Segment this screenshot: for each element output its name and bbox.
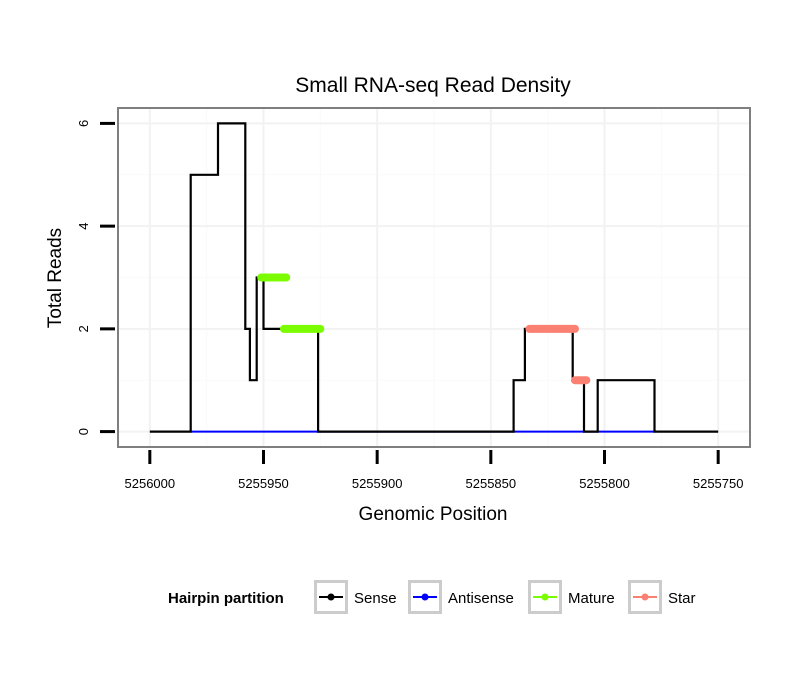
chart-title: Small RNA-seq Read Density	[295, 74, 571, 97]
legend-label: Sense	[354, 590, 397, 607]
y-tick-label: 4	[76, 223, 91, 230]
x-tick-label: 5255950	[238, 476, 289, 491]
x-tick-label: 5255900	[352, 476, 403, 491]
legend-label: Antisense	[448, 590, 514, 607]
x-tick-label: 5255800	[579, 476, 630, 491]
y-tick-label: 6	[76, 120, 91, 127]
legend-key-dot	[641, 593, 649, 601]
series-layer	[149, 122, 719, 433]
y-tick-label: 0	[76, 428, 91, 435]
y-tick-label: 2	[76, 325, 91, 332]
legend-key-dot	[327, 593, 335, 601]
plot-panel-border	[117, 107, 751, 448]
grid	[118, 108, 750, 447]
y-axis-title: Total Reads	[45, 228, 66, 328]
legend-label: Star	[668, 590, 696, 607]
legend: Hairpin partition Sense Antisense Mature St…	[168, 580, 696, 614]
x-tick-label: 5255850	[466, 476, 517, 491]
x-tick-label: 5255750	[693, 476, 744, 491]
x-tick-label: 5256000	[125, 476, 176, 491]
axes: 5256000 5255950 5255900 5255850 5255800 52557…	[76, 120, 743, 491]
legend-label: Mature	[568, 590, 615, 607]
legend-title: Hairpin partition	[168, 590, 284, 607]
x-axis-title: Genomic Position	[359, 504, 508, 525]
legend-key-dot	[541, 593, 549, 601]
legend-key-dot	[421, 593, 429, 601]
